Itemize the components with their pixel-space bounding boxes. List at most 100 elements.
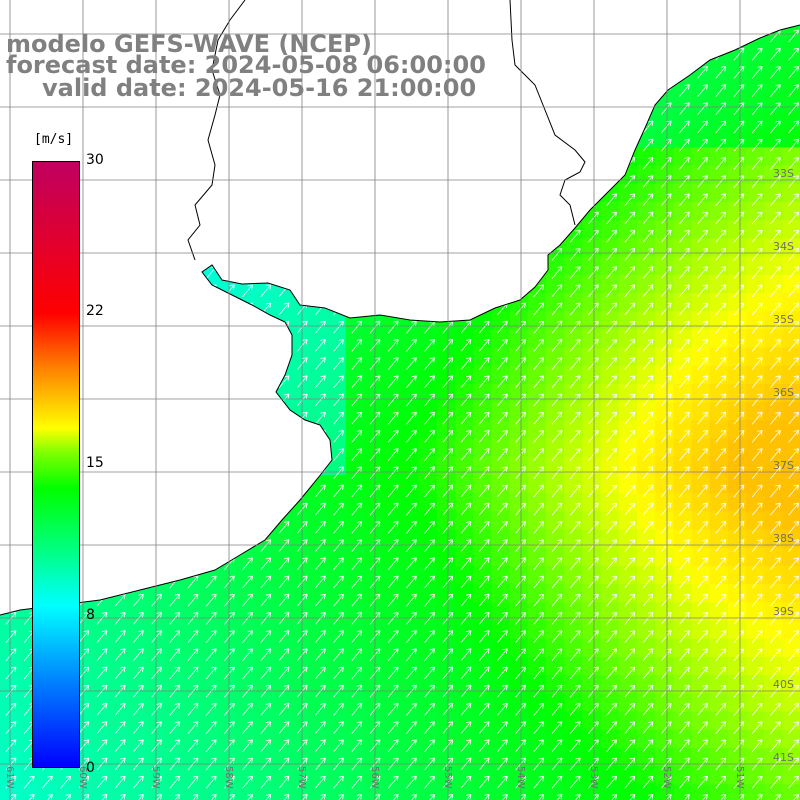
wind-arrow [624,521,636,534]
wind-arrow [551,430,563,443]
wind-speed-cell [364,147,383,167]
wind-arrow [788,193,799,207]
wind-speed-cell [673,129,693,148]
wind-speed-cell [236,183,256,203]
wind-speed-cell [728,493,747,512]
wind-speed-cell [564,511,583,531]
wind-speed-cell [418,784,438,800]
wind-speed-cell [127,729,147,749]
wind-arrow [151,466,162,480]
wind-speed-cell [546,165,565,185]
wind-speed-cell [618,129,638,148]
wind-speed-cell [564,365,583,385]
wind-speed-cell [582,129,602,148]
wind-arrow [497,339,508,352]
wind-arrow [387,466,399,480]
wind-speed-cell [509,329,529,349]
wind-arrow [96,320,108,334]
wind-arrow [770,666,781,680]
wind-arrow [679,521,690,534]
wind-speed-cell [746,475,765,494]
wind-arrow [533,320,545,334]
wind-speed-cell [491,92,511,112]
wind-arrow [497,648,508,662]
wind-speed-cell [182,402,201,421]
wind-arrow [624,248,636,261]
wind-speed-cell [637,384,656,403]
wind-arrow [114,703,126,716]
wind-arrow [478,138,490,152]
wind-speed-cell [764,147,784,167]
wind-speed-cell [782,220,800,239]
wind-speed-cell [509,129,529,148]
lat-label: 33S [773,167,794,180]
wind-arrow [533,466,545,480]
wind-arrow [169,302,181,316]
wind-arrow [533,721,545,734]
wind-arrow [333,284,344,298]
wind-arrow [169,557,181,571]
wind-arrow [751,612,763,625]
wind-speed-cell [655,420,674,440]
wind-arrow [242,284,253,298]
wind-arrow [78,575,90,589]
wind-speed-cell [491,220,511,239]
wind-arrow [169,248,181,261]
wind-speed-cell [527,111,547,130]
wind-arrow [751,484,763,498]
wind-arrow [351,484,363,498]
wind-speed-cell [291,165,310,185]
wind-speed-cell [764,766,784,785]
wind-arrow [133,575,144,589]
wind-arrow [715,339,727,352]
wind-speed-cell [509,56,529,76]
wind-arrow [351,357,363,370]
wind-speed-cell [309,766,329,785]
wind-speed-cell [273,456,292,476]
wind-speed-cell [782,566,800,585]
wind-speed-cell [436,657,456,676]
wind-arrow [624,193,636,207]
wind-speed-cell [564,274,583,294]
wind-arrow [642,302,654,316]
wind-speed-cell [746,420,765,440]
wind-arrow [751,120,763,134]
wind-arrow [151,521,162,534]
wind-speed-cell [491,74,511,94]
wind-speed-cell [36,766,56,785]
wind-arrow [151,703,162,716]
wind-speed-cell [728,748,747,767]
wind-speed-cell [0,220,19,239]
wind-speed-cell [364,111,383,130]
wind-speed-cell [382,129,401,148]
wind-arrow [333,703,344,716]
wind-arrow [770,411,781,425]
wind-speed-cell [127,420,147,440]
wind-speed-cell [491,711,511,731]
wind-speed-cell [691,675,711,694]
wind-speed-cell [273,766,292,785]
wind-arrow [606,393,617,407]
wind-arrow [278,302,290,316]
wind-arrow [205,393,217,407]
wind-arrow [205,248,217,261]
wind-arrow [278,775,290,789]
wind-speed-cell [764,529,784,549]
wind-arrow [751,539,763,552]
wind-arrow [242,120,253,134]
wind-speed-cell [564,693,583,713]
wind-speed-cell [418,657,438,676]
wind-arrow [606,339,617,352]
wind-arrow [679,575,690,589]
wind-speed-cell [236,384,256,403]
wind-speed-cell [236,602,256,622]
wind-speed-cell [782,129,800,148]
wind-speed-cell [91,365,110,385]
wind-arrow [278,630,290,643]
wind-arrow [569,575,581,589]
wind-speed-cell [382,25,401,39]
wind-speed-cell [764,493,784,512]
wind-speed-cell [782,693,800,713]
wind-speed-cell [163,529,183,549]
wind-arrow [169,120,181,134]
